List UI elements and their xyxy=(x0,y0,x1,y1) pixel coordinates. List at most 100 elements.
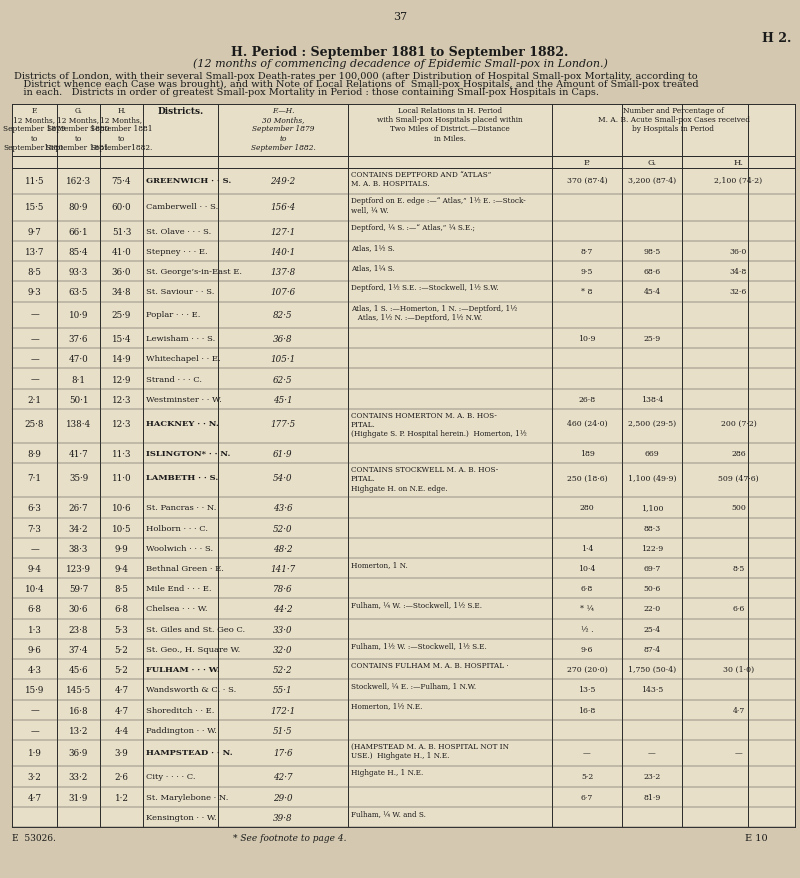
Text: —: — xyxy=(30,335,39,343)
Text: 2·6: 2·6 xyxy=(114,773,129,781)
Text: 11·3: 11·3 xyxy=(112,450,131,458)
Text: 29·0: 29·0 xyxy=(273,793,293,802)
Text: —: — xyxy=(648,748,656,756)
Text: Chelsea · · · W.: Chelsea · · · W. xyxy=(146,605,207,613)
Text: Westminster · · W.: Westminster · · W. xyxy=(146,395,222,403)
Text: 1·9: 1·9 xyxy=(27,748,42,757)
Text: 8·1: 8·1 xyxy=(71,375,86,384)
Text: Fulham, 1½ W. :—Stockwell, 1½ S.E.: Fulham, 1½ W. :—Stockwell, 1½ S.E. xyxy=(351,641,486,649)
Text: Lewisham · · · S.: Lewisham · · · S. xyxy=(146,335,215,342)
Text: Strand · · · C.: Strand · · · C. xyxy=(146,375,202,383)
Text: 3·9: 3·9 xyxy=(114,748,128,757)
Text: 6·8: 6·8 xyxy=(27,605,42,614)
Text: 123·9: 123·9 xyxy=(66,565,91,573)
Text: 9·6: 9·6 xyxy=(581,645,593,653)
Text: 54·0: 54·0 xyxy=(273,474,293,483)
Text: 145·5: 145·5 xyxy=(66,686,91,694)
Text: 4·7: 4·7 xyxy=(114,686,129,694)
Text: 138·4: 138·4 xyxy=(641,395,663,403)
Text: Deptford, 1½ S.E. :—Stockwell, 1½ S.W.: Deptford, 1½ S.E. :—Stockwell, 1½ S.W. xyxy=(351,284,498,292)
Text: 36·8: 36·8 xyxy=(273,335,293,343)
Text: 122·9: 122·9 xyxy=(641,544,663,552)
Text: ½ .: ½ . xyxy=(581,625,594,633)
Text: 50·6: 50·6 xyxy=(643,585,661,593)
Text: 17·6: 17·6 xyxy=(273,748,293,757)
Text: Homerton, 1 N.: Homerton, 1 N. xyxy=(351,560,408,568)
Text: 33·0: 33·0 xyxy=(273,625,293,634)
Text: Stockwell, ¼ E. :—Fulham, 1 N.W.: Stockwell, ¼ E. :—Fulham, 1 N.W. xyxy=(351,681,476,689)
Text: —: — xyxy=(583,748,591,756)
Text: G.
12 Months,
September 1880
to
September 1881.: G. 12 Months, September 1880 to Septembe… xyxy=(46,107,111,152)
Text: 26·7: 26·7 xyxy=(69,504,88,513)
Text: 9·6: 9·6 xyxy=(27,645,42,654)
Text: 189: 189 xyxy=(579,450,594,457)
Text: District whence each Case was brought), and with Note of Local Relations of  Sma: District whence each Case was brought), … xyxy=(14,80,698,89)
Text: H. Period : September 1881 to September 1882.: H. Period : September 1881 to September … xyxy=(231,46,569,59)
Text: (12 months of commencing decadence of Epidemic Small-pox in London.): (12 months of commencing decadence of Ep… xyxy=(193,58,607,68)
Text: 370 (87·4): 370 (87·4) xyxy=(566,176,607,184)
Text: 141·7: 141·7 xyxy=(270,565,296,573)
Text: 3,200 (87·4): 3,200 (87·4) xyxy=(628,176,676,184)
Text: 41·0: 41·0 xyxy=(112,248,131,256)
Text: 177·5: 177·5 xyxy=(270,420,296,428)
Text: Poplar · · · E.: Poplar · · · E. xyxy=(146,310,200,318)
Text: 1,100: 1,100 xyxy=(641,504,663,512)
Text: F.—H.
30 Months,
September 1879
to
September 1882.: F.—H. 30 Months, September 1879 to Septe… xyxy=(250,107,315,152)
Text: 60·0: 60·0 xyxy=(112,203,131,212)
Text: 37·6: 37·6 xyxy=(69,335,88,343)
Text: 63·5: 63·5 xyxy=(69,288,88,297)
Text: HAMPSTEAD · · N.: HAMPSTEAD · · N. xyxy=(146,748,233,756)
Text: 50·1: 50·1 xyxy=(69,395,88,404)
Text: P.: P. xyxy=(584,159,590,167)
Text: 286: 286 xyxy=(731,450,746,457)
Text: 15·9: 15·9 xyxy=(25,686,44,694)
Text: Paddington · · W.: Paddington · · W. xyxy=(146,726,217,734)
Text: 35·9: 35·9 xyxy=(69,474,88,483)
Text: CONTAINS FULHAM M. A. B. HOSPITAL ·: CONTAINS FULHAM M. A. B. HOSPITAL · xyxy=(351,661,509,669)
Text: St. George’s-in-East E.: St. George’s-in-East E. xyxy=(146,268,242,276)
Text: 250 (18·6): 250 (18·6) xyxy=(566,474,607,482)
Text: 4·7: 4·7 xyxy=(27,793,42,802)
Text: 16·8: 16·8 xyxy=(69,706,88,715)
Text: 25·4: 25·4 xyxy=(643,625,661,633)
Text: 2·1: 2·1 xyxy=(27,395,42,404)
Text: 45·6: 45·6 xyxy=(69,666,88,674)
Text: 52·2: 52·2 xyxy=(273,666,293,674)
Text: Deptford, ¼ S. :—“ Atlas,” ¼ S.E.;: Deptford, ¼ S. :—“ Atlas,” ¼ S.E.; xyxy=(351,224,475,232)
Text: Deptford on E. edge :—“ Atlas,” 1½ E. :—Stock-
well, ¼ W.: Deptford on E. edge :—“ Atlas,” 1½ E. :—… xyxy=(351,198,526,214)
Text: 69·7: 69·7 xyxy=(643,565,661,572)
Text: Kensington · · W.: Kensington · · W. xyxy=(146,813,217,821)
Text: 12·3: 12·3 xyxy=(112,395,131,404)
Text: 669: 669 xyxy=(645,450,659,457)
Text: 41·7: 41·7 xyxy=(69,450,88,458)
Text: 88·3: 88·3 xyxy=(643,524,661,532)
Text: H 2.: H 2. xyxy=(762,32,791,45)
Text: 4·3: 4·3 xyxy=(27,666,42,674)
Text: 10·9: 10·9 xyxy=(578,335,596,342)
Text: 13·5: 13·5 xyxy=(578,686,596,694)
Text: 1·3: 1·3 xyxy=(27,625,42,634)
Text: 8·5: 8·5 xyxy=(114,585,129,594)
Text: 8·9: 8·9 xyxy=(27,450,42,458)
Text: 11·0: 11·0 xyxy=(112,474,131,483)
Text: Number and Percentage of
M. A. B. Acute Small-pox Cases received
by Hospitals in: Number and Percentage of M. A. B. Acute … xyxy=(598,107,750,133)
Text: 66·1: 66·1 xyxy=(69,227,88,236)
Text: 4·7: 4·7 xyxy=(732,706,745,714)
Text: Fulham, ¼ W. :—Stockwell, 1½ S.E.: Fulham, ¼ W. :—Stockwell, 1½ S.E. xyxy=(351,601,482,608)
Text: LAMBETH · · S.: LAMBETH · · S. xyxy=(146,474,218,482)
Text: Holborn · · · C.: Holborn · · · C. xyxy=(146,524,208,532)
Text: 5·3: 5·3 xyxy=(114,625,128,634)
Text: 15·4: 15·4 xyxy=(112,335,131,343)
Text: Local Relations in H. Period
with Small-pox Hospitals placed within
Two Miles of: Local Relations in H. Period with Small-… xyxy=(377,107,523,142)
Text: 5·2: 5·2 xyxy=(114,645,129,654)
Text: Stepney · · · E.: Stepney · · · E. xyxy=(146,248,208,255)
Text: 59·7: 59·7 xyxy=(69,585,88,594)
Text: 6·8: 6·8 xyxy=(114,605,129,614)
Text: 280: 280 xyxy=(580,504,594,512)
Text: 2,500 (29·5): 2,500 (29·5) xyxy=(628,420,676,428)
Text: 25·8: 25·8 xyxy=(25,420,44,428)
Text: H.: H. xyxy=(734,159,743,167)
Text: 14·9: 14·9 xyxy=(112,355,131,363)
Text: 4·7: 4·7 xyxy=(114,706,129,715)
Bar xyxy=(12,104,795,827)
